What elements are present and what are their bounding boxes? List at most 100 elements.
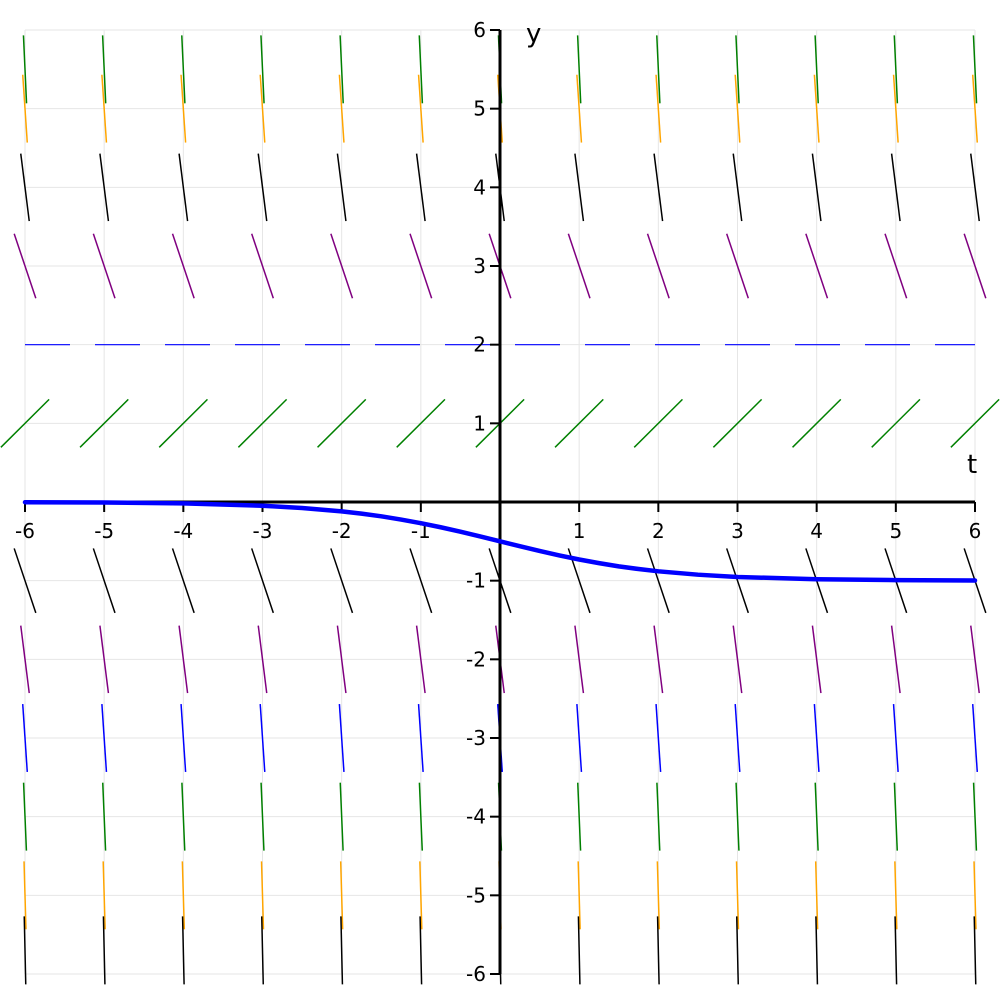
slope-segment (419, 916, 423, 985)
slope-segment (973, 916, 977, 985)
slope-segment (330, 233, 354, 299)
slope-segment (567, 233, 591, 299)
slope-segment (417, 74, 424, 143)
x-tick-label: -2 (332, 519, 352, 543)
slope-segment (576, 782, 582, 851)
slope-segment (725, 233, 750, 299)
slope-segment (417, 704, 424, 772)
slope-segment (171, 548, 195, 614)
y-tick-label: 3 (473, 254, 486, 278)
x-tick-label: 2 (652, 519, 665, 543)
slope-segment (814, 782, 819, 851)
slope-segment (178, 153, 189, 222)
slope-segment (260, 35, 265, 104)
slope-segment (894, 861, 898, 930)
x-tick-label: 3 (731, 519, 744, 543)
slope-segment (23, 916, 27, 985)
slope-segment (735, 916, 740, 985)
slope-segment (633, 398, 683, 448)
slope-segment (317, 398, 367, 448)
slope-segment (250, 233, 275, 299)
solution-curve (22, 499, 978, 583)
slope-field (0, 35, 1000, 985)
slope-segment (656, 35, 661, 104)
slope-segment (260, 916, 265, 985)
slope-segment (972, 782, 978, 851)
slope-segment (259, 704, 266, 772)
y-tick-label: 1 (473, 411, 486, 435)
slope-segment (339, 35, 344, 104)
y-tick-label: -6 (466, 962, 486, 986)
x-axis-title: t (967, 450, 977, 480)
slope-segment (92, 548, 116, 614)
slope-segment (181, 782, 186, 851)
slope-segment (814, 35, 819, 104)
slope-segment (576, 704, 583, 772)
slope-segment (181, 35, 186, 104)
slope-segment (656, 916, 660, 985)
slope-segment (805, 233, 829, 299)
y-tick-label: -2 (466, 647, 486, 671)
x-tick-label: -3 (253, 519, 273, 543)
slope-segment (732, 625, 743, 694)
slope-segment (973, 861, 977, 930)
x-tick-label: -6 (15, 519, 35, 543)
slope-segment (396, 398, 446, 448)
solution-curves (22, 499, 978, 583)
slope-segment (735, 35, 740, 104)
x-tick-label: 5 (889, 519, 902, 543)
slope-segment (892, 74, 899, 143)
slope-segment (336, 153, 347, 222)
slope-segment (577, 916, 581, 985)
slope-segment (79, 398, 129, 448)
x-tick-label: -5 (94, 519, 114, 543)
slope-segment (963, 233, 987, 299)
slope-segment (180, 704, 187, 772)
slope-segment (655, 704, 662, 772)
slope-segment (99, 153, 110, 222)
y-tick-label: 4 (473, 175, 486, 199)
slope-segment (0, 398, 50, 448)
slope-segment (181, 861, 186, 930)
slope-segment (574, 625, 585, 694)
slope-segment (101, 704, 108, 772)
slope-segment (338, 74, 345, 143)
slope-segment (656, 782, 661, 851)
slope-segment (415, 625, 426, 694)
slope-segment (260, 861, 265, 930)
y-axis-title: y (526, 19, 541, 49)
slope-segment (340, 916, 344, 985)
y-tick-label: -1 (466, 569, 486, 593)
slope-segment (20, 153, 30, 222)
slope-segment (171, 233, 195, 299)
slope-segment (409, 548, 433, 614)
slope-segment (893, 35, 899, 104)
slope-segment (972, 35, 978, 104)
slope-segment (22, 782, 28, 851)
slope-segment (180, 74, 187, 143)
slope-segment (338, 704, 345, 772)
slope-segment (21, 74, 29, 143)
slope-segment (653, 153, 664, 222)
slope-segment (813, 704, 820, 772)
slope-segment (101, 782, 107, 851)
slope-segment (13, 233, 37, 299)
slope-segment (712, 398, 763, 448)
slope-segment (890, 625, 901, 694)
slope-segment (574, 153, 585, 222)
slope-segment (257, 153, 268, 222)
x-tick-label: -4 (173, 519, 193, 543)
slope-segment (257, 625, 268, 694)
slope-segment (971, 704, 979, 772)
slope-segment (415, 153, 426, 222)
slope-segment (259, 74, 266, 143)
slope-segment (20, 625, 30, 694)
slope-segment (892, 704, 899, 772)
y-tick-label: 2 (473, 333, 486, 357)
slope-segment (576, 74, 583, 143)
x-tick-label: 6 (969, 519, 982, 543)
slope-segment (950, 398, 1000, 448)
slope-segment (646, 233, 670, 299)
y-tick-label: -5 (466, 883, 486, 907)
